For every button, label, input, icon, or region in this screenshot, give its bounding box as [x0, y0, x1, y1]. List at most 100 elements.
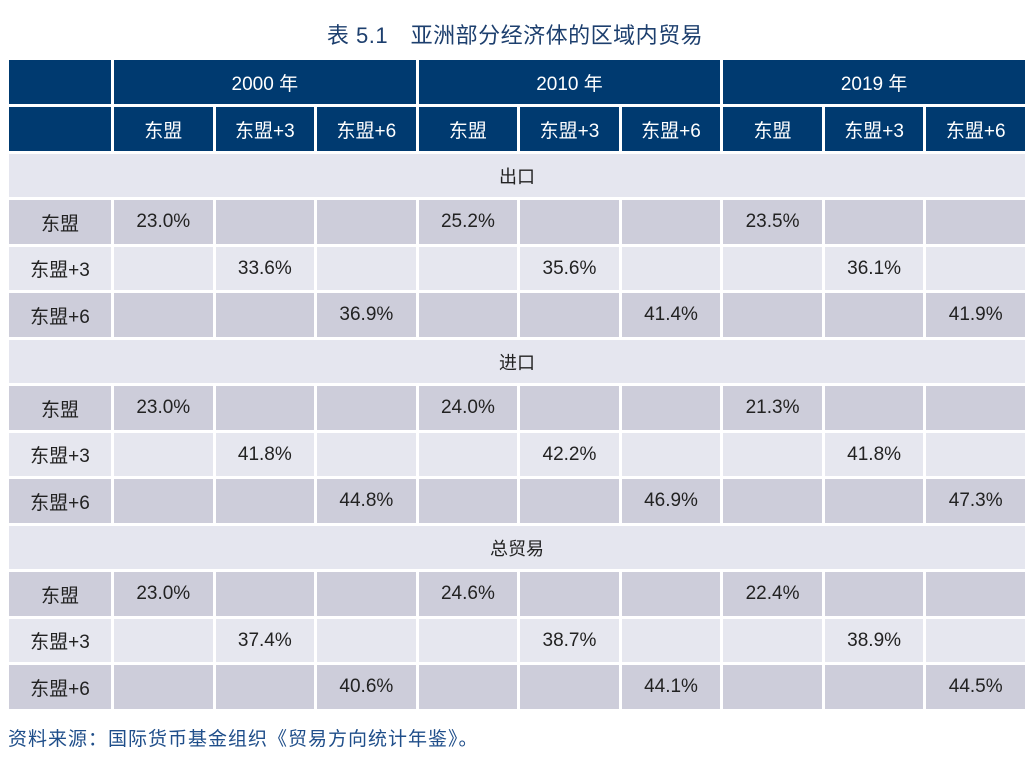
value-cell: 42.2%: [520, 433, 619, 476]
value-cell: 40.6%: [317, 665, 416, 709]
value-cell: 46.9%: [621, 479, 721, 523]
value-cell: 36.9%: [317, 293, 416, 337]
value-cell: [621, 247, 721, 290]
value-cell: [621, 433, 721, 476]
row-label: 东盟: [9, 200, 111, 244]
value-cell: 47.3%: [926, 479, 1025, 523]
group-header: 东盟+3: [215, 107, 315, 151]
row-label: 东盟+6: [9, 293, 111, 337]
value-cell: [317, 619, 416, 662]
table-title: 表 5.1 亚洲部分经济体的区域内贸易: [326, 23, 704, 48]
value-cell: 23.5%: [723, 200, 822, 244]
table-row: 东盟 23.0% 24.0% 21.3%: [9, 386, 1025, 430]
row-label: 东盟+3: [9, 433, 111, 476]
value-cell: [215, 479, 315, 523]
value-cell: [723, 247, 822, 290]
value-cell: [723, 433, 822, 476]
table-row: 东盟 23.0% 25.2% 23.5%: [9, 200, 1025, 244]
value-cell: [520, 572, 619, 616]
value-cell: 38.7%: [520, 619, 619, 662]
group-header: 东盟+3: [824, 107, 924, 151]
value-cell: [926, 247, 1025, 290]
value-cell: [215, 572, 315, 616]
row-label: 东盟+3: [9, 619, 111, 662]
value-cell: 23.0%: [114, 572, 213, 616]
year-header: 2019 年: [723, 60, 1025, 104]
value-cell: [723, 479, 822, 523]
value-cell: [114, 479, 213, 523]
section-row: 出口: [9, 154, 1025, 197]
value-cell: [418, 479, 518, 523]
value-cell: [621, 572, 721, 616]
value-cell: [824, 665, 924, 709]
value-cell: [317, 386, 416, 430]
group-header: 东盟+6: [317, 107, 416, 151]
value-cell: [317, 247, 416, 290]
row-label: 东盟+6: [9, 665, 111, 709]
table-row: 东盟+6 36.9% 41.4% 41.9%: [9, 293, 1025, 337]
value-cell: [114, 433, 213, 476]
value-cell: [215, 200, 315, 244]
value-cell: 44.5%: [926, 665, 1025, 709]
value-cell: [317, 572, 416, 616]
section-row: 进口: [9, 340, 1025, 383]
value-cell: [926, 572, 1025, 616]
value-cell: 37.4%: [215, 619, 315, 662]
value-cell: [824, 293, 924, 337]
value-cell: [520, 293, 619, 337]
section-label: 出口: [9, 154, 1025, 197]
group-header: 东盟+6: [926, 107, 1025, 151]
value-cell: [418, 247, 518, 290]
year-header-row: 2000 年 2010 年 2019 年: [9, 60, 1025, 104]
table-row: 东盟+6 44.8% 46.9% 47.3%: [9, 479, 1025, 523]
value-cell: [723, 293, 822, 337]
value-cell: [926, 619, 1025, 662]
value-cell: 38.9%: [824, 619, 924, 662]
value-cell: [418, 619, 518, 662]
value-cell: [317, 433, 416, 476]
value-cell: 24.6%: [418, 572, 518, 616]
value-cell: [621, 200, 721, 244]
corner-cell: [9, 107, 111, 151]
value-cell: [824, 572, 924, 616]
value-cell: [114, 665, 213, 709]
section-row: 总贸易: [9, 526, 1025, 569]
year-header: 2010 年: [418, 60, 721, 104]
value-cell: 44.8%: [317, 479, 416, 523]
group-header: 东盟+6: [621, 107, 721, 151]
value-cell: [621, 386, 721, 430]
value-cell: 21.3%: [723, 386, 822, 430]
value-cell: 41.4%: [621, 293, 721, 337]
year-header: 2000 年: [114, 60, 416, 104]
group-header: 东盟+3: [520, 107, 619, 151]
value-cell: [520, 200, 619, 244]
value-cell: [114, 247, 213, 290]
value-cell: 41.8%: [824, 433, 924, 476]
value-cell: [215, 386, 315, 430]
value-cell: [926, 433, 1025, 476]
value-cell: 44.1%: [621, 665, 721, 709]
value-cell: [824, 200, 924, 244]
value-cell: [723, 665, 822, 709]
value-cell: 24.0%: [418, 386, 518, 430]
value-cell: [114, 619, 213, 662]
value-cell: [215, 665, 315, 709]
value-cell: [520, 386, 619, 430]
value-cell: [520, 665, 619, 709]
value-cell: [621, 619, 721, 662]
section-label: 总贸易: [9, 526, 1025, 569]
group-header: 东盟: [723, 107, 822, 151]
row-label: 东盟: [9, 386, 111, 430]
source-note: 资料来源：国际货币基金组织《贸易方向统计年鉴》。: [8, 728, 479, 750]
row-label: 东盟+6: [9, 479, 111, 523]
value-cell: [723, 619, 822, 662]
corner-cell: [9, 60, 111, 104]
value-cell: [926, 386, 1025, 430]
table-row: 东盟+3 37.4% 38.7% 38.9%: [9, 619, 1025, 662]
value-cell: 25.2%: [418, 200, 518, 244]
value-cell: 41.8%: [215, 433, 315, 476]
value-cell: [215, 293, 315, 337]
table-row: 东盟 23.0% 24.6% 22.4%: [9, 572, 1025, 616]
table-row: 东盟+6 40.6% 44.1% 44.5%: [9, 665, 1025, 709]
value-cell: [824, 386, 924, 430]
